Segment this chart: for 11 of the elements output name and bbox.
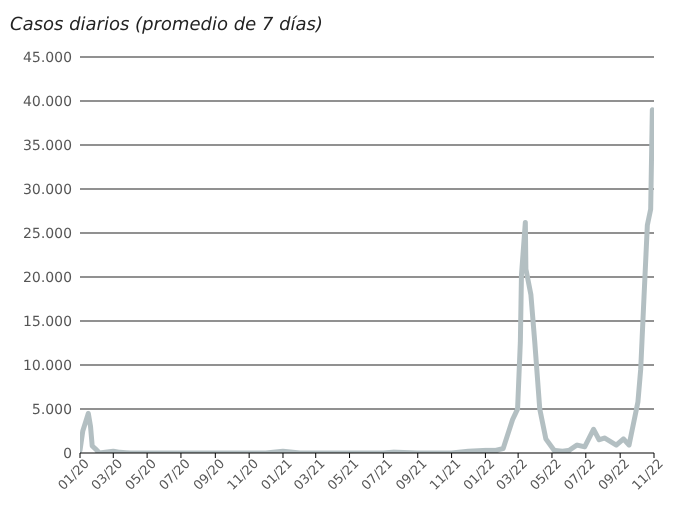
y-tick-label: 25.000 bbox=[23, 226, 72, 242]
y-tick-label: 10.000 bbox=[23, 358, 72, 374]
y-tick-label: 35.000 bbox=[23, 138, 72, 154]
y-tick-label: 5.000 bbox=[32, 402, 72, 418]
y-tick-label: 20.000 bbox=[23, 270, 72, 286]
y-tick-label: 15.000 bbox=[23, 314, 72, 330]
chart-subtitle: Casos diarios (promedio de 7 días) bbox=[10, 14, 324, 35]
y-tick-label: 30.000 bbox=[23, 182, 72, 198]
y-tick-label: 0 bbox=[63, 446, 72, 462]
y-tick-label: 40.000 bbox=[23, 94, 72, 110]
y-tick-label: 45.000 bbox=[23, 50, 72, 66]
